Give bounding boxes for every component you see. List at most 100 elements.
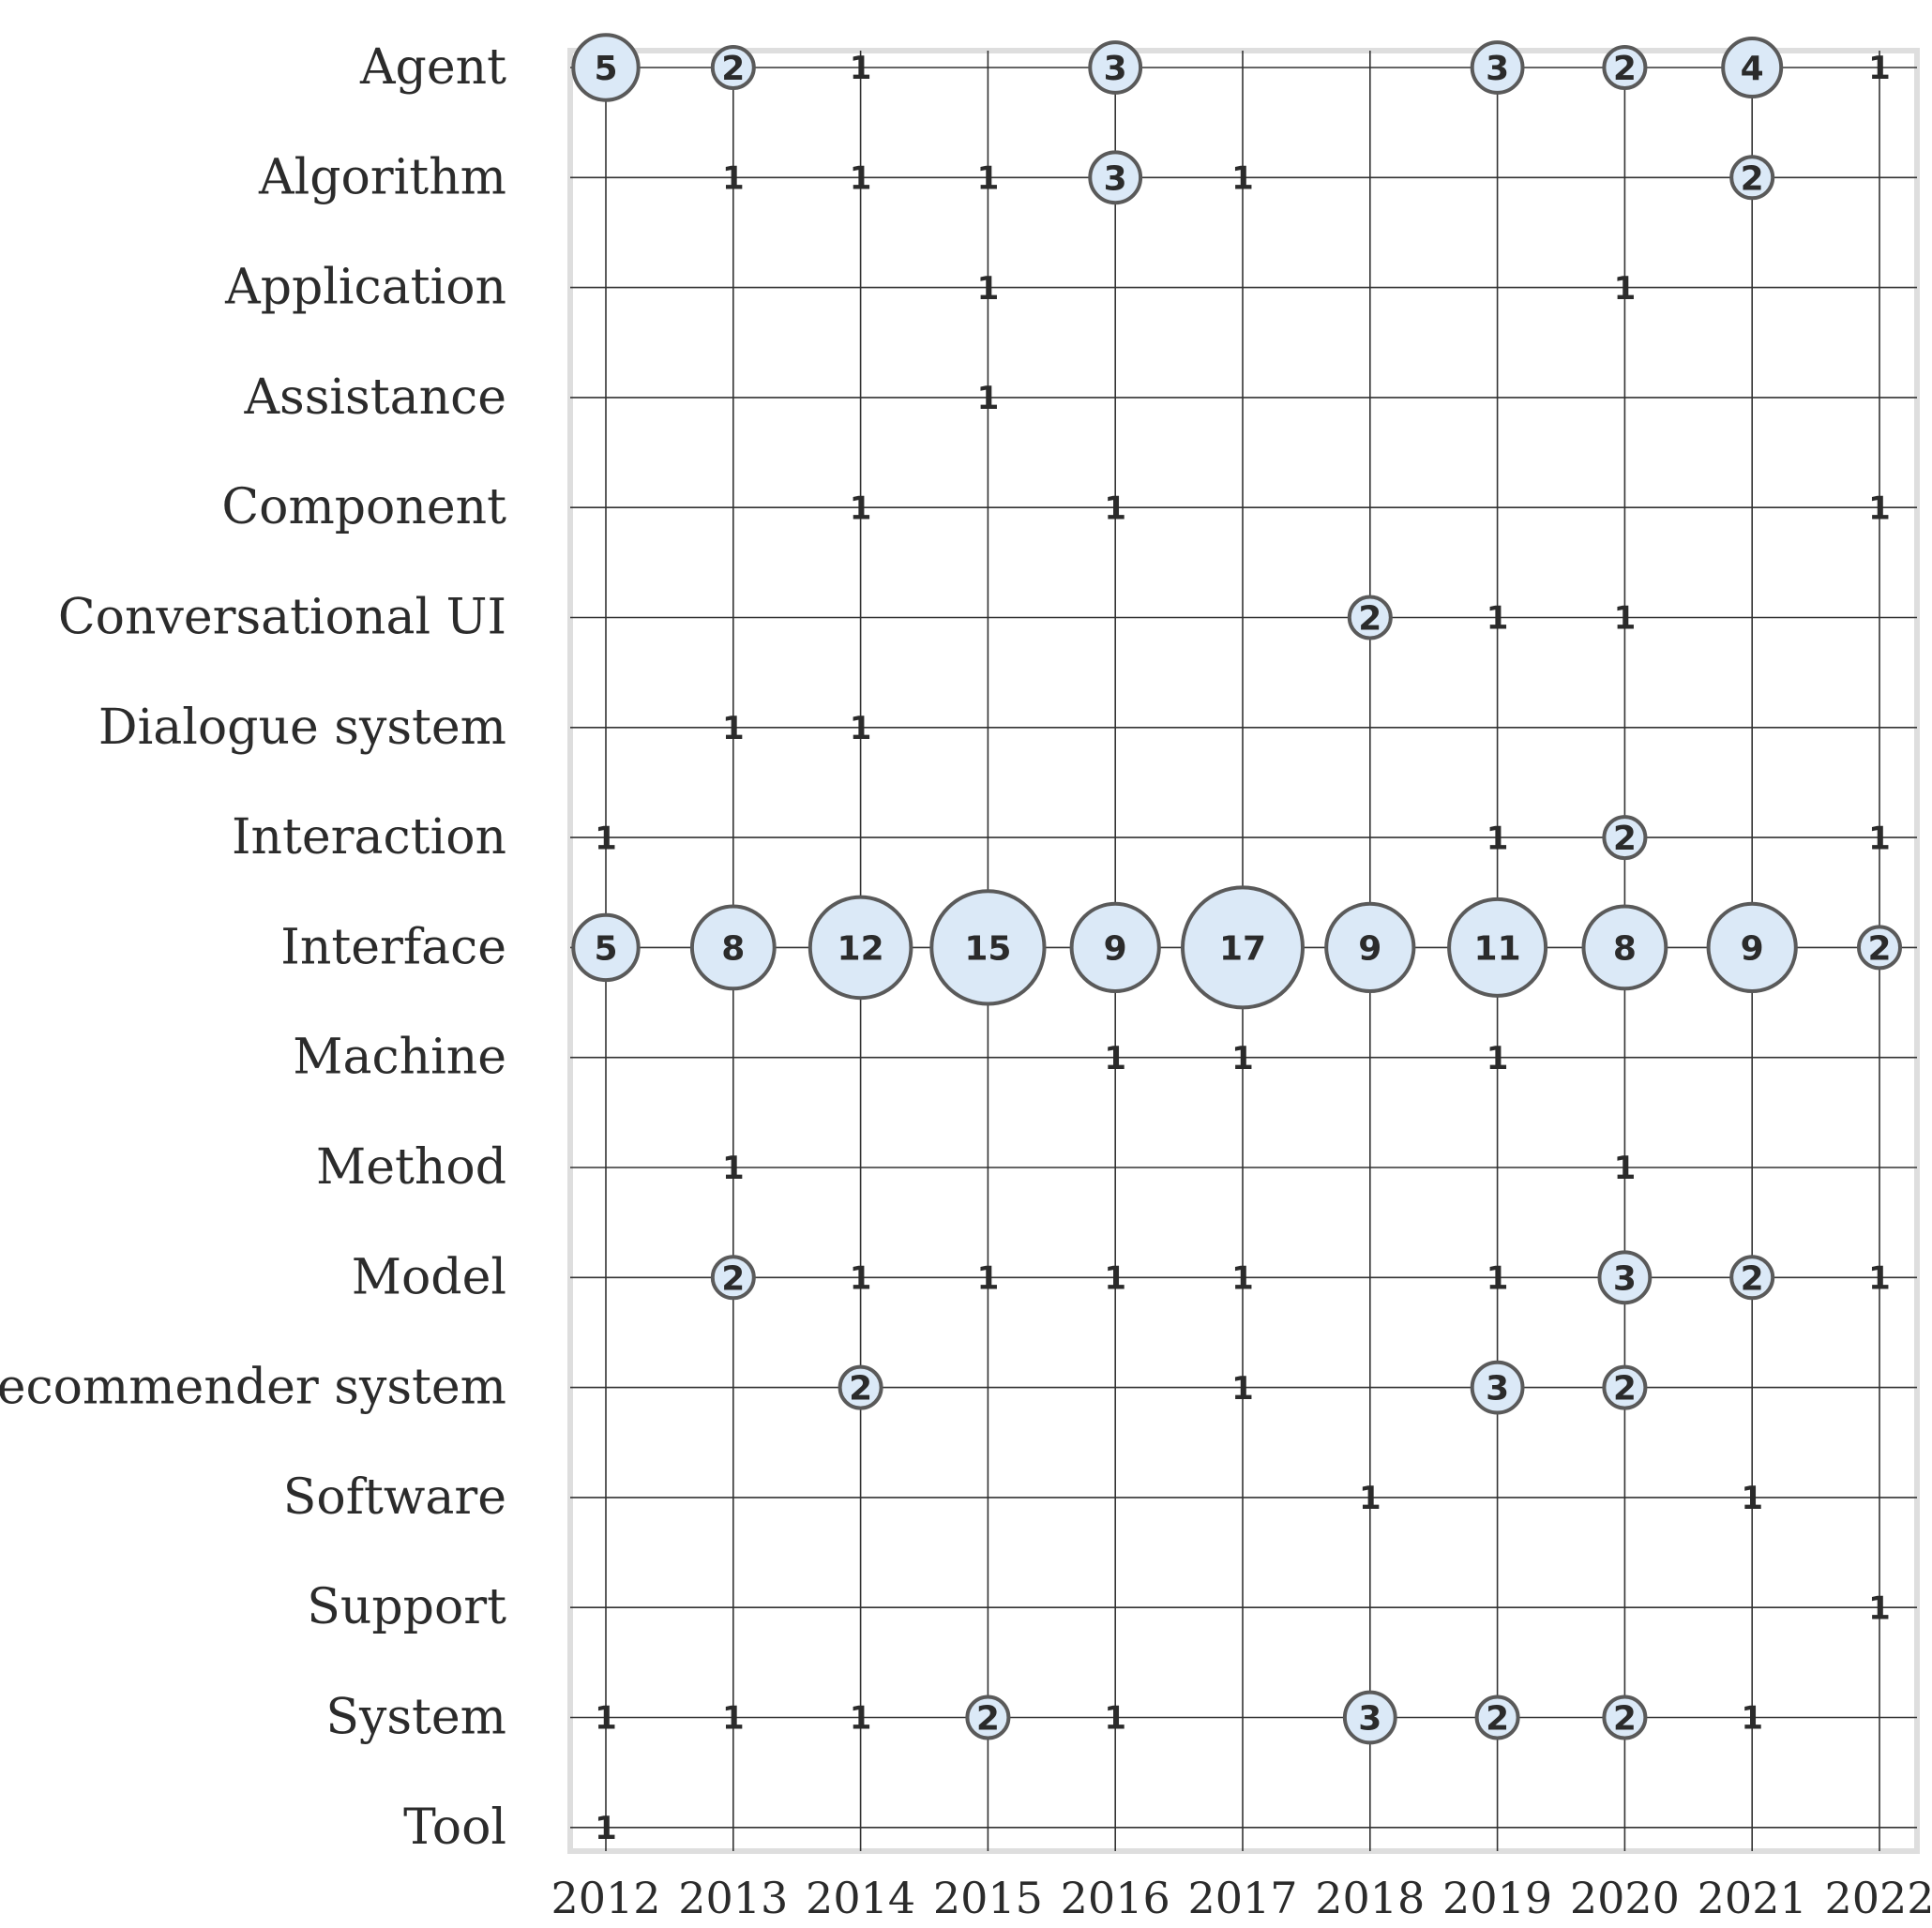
- value-label-system-2021: 1: [1741, 1700, 1763, 1738]
- value-label-model-2022: 1: [1868, 1260, 1891, 1298]
- value-label-agent-2016: 3: [1104, 50, 1127, 88]
- value-label-dialogue-system-2014: 1: [850, 710, 872, 747]
- value-label-algorithm-2014: 1: [850, 160, 872, 198]
- bubble-system-2018: [1342, 1690, 1397, 1745]
- bubble-model-2013: [710, 1255, 756, 1301]
- bubble-agent-2020: [1602, 45, 1648, 90]
- x-tick-labels: 2012 2013 2014 2015 2016 2017 2018 2019 2020 2021…: [551, 1873, 1932, 1923]
- bubble-system-2015: [965, 1695, 1011, 1740]
- row-label-dialogue-system: Dialogue system: [98, 700, 506, 756]
- bubble-system-2019: [1474, 1695, 1520, 1740]
- value-label-algorithm-2021: 2: [1741, 159, 1764, 198]
- value-label-algorithm-2017: 1: [1231, 160, 1254, 198]
- value-label-method-2013: 1: [722, 1150, 745, 1187]
- bubble-interface-2018: [1324, 901, 1416, 994]
- x-tick-label-2021: 2021: [1698, 1873, 1807, 1923]
- value-label-machine-2016: 1: [1104, 1040, 1126, 1077]
- value-label-software-2018: 1: [1359, 1480, 1381, 1517]
- bubble-interface-2019: [1447, 896, 1548, 998]
- value-label-assistance-2015: 1: [977, 380, 1000, 417]
- value-label-component-2014: 1: [850, 490, 872, 527]
- plot-frame: [567, 48, 1920, 1854]
- value-label-model-2021: 2: [1741, 1259, 1764, 1298]
- value-label-model-2017: 1: [1231, 1260, 1254, 1298]
- value-labels: 5 2 1 3 3 2 4 11 1 1 3 1 21 111 1 12 1 11 11 1 2 15 8 12 15 9 17 9 1…: [594, 50, 1891, 1847]
- row-label-interaction: Interaction: [232, 809, 506, 866]
- row-label-model: Model: [352, 1249, 506, 1305]
- value-label-system-2012: 1: [595, 1700, 617, 1738]
- x-tick-label-2013: 2013: [678, 1873, 788, 1923]
- value-label-machine-2019: 1: [1487, 1040, 1509, 1077]
- bubble-system-2020: [1602, 1695, 1648, 1740]
- bubble-model-2020: [1597, 1250, 1653, 1305]
- bubble-model-2021: [1729, 1255, 1775, 1301]
- row-label-application: Application: [224, 260, 506, 316]
- x-tick-label-2022: 2022: [1824, 1873, 1932, 1923]
- value-label-recommender-system-2019: 3: [1486, 1370, 1509, 1408]
- value-label-model-2016: 1: [1104, 1260, 1126, 1298]
- bubble-interface-2016: [1069, 901, 1161, 994]
- x-tick-label-2020: 2020: [1570, 1873, 1680, 1923]
- value-label-machine-2017: 1: [1231, 1040, 1254, 1077]
- value-label-support-2022: 1: [1868, 1589, 1891, 1627]
- bubble-conversational-ui-2018: [1347, 595, 1393, 640]
- bubble-recommender-system-2014: [838, 1364, 883, 1410]
- value-label-interface-2022: 2: [1867, 929, 1891, 968]
- value-label-interface-2020: 8: [1613, 929, 1637, 968]
- bubble-interface-2014: [808, 895, 913, 1001]
- bubble-agent-2019: [1470, 40, 1525, 95]
- bubble-algorithm-2016: [1088, 150, 1143, 205]
- x-tick-label-2018: 2018: [1315, 1873, 1425, 1923]
- value-label-interface-2019: 11: [1474, 929, 1521, 968]
- value-label-system-2018: 3: [1358, 1699, 1381, 1738]
- row-label-recommender-system: Recommender system: [0, 1360, 506, 1416]
- value-label-model-2015: 1: [977, 1260, 1000, 1298]
- value-label-interface-2015: 15: [964, 929, 1011, 968]
- value-label-agent-2021: 4: [1741, 50, 1764, 88]
- x-tick-label-2016: 2016: [1061, 1873, 1170, 1923]
- value-label-method-2020: 1: [1614, 1150, 1637, 1187]
- value-label-system-2015: 2: [976, 1699, 1000, 1738]
- bubble-interface-2021: [1706, 901, 1798, 994]
- bubble-agent-2021: [1721, 37, 1784, 98]
- value-label-recommender-system-2014: 2: [849, 1370, 872, 1408]
- value-label-model-2013: 2: [721, 1259, 745, 1298]
- value-label-conversational-ui-2019: 1: [1487, 600, 1509, 638]
- value-label-agent-2022: 1: [1868, 50, 1891, 87]
- value-label-agent-2012: 5: [594, 50, 617, 88]
- bubble-interface-2017: [1181, 885, 1305, 1010]
- row-label-software: Software: [283, 1469, 506, 1526]
- row-label-method: Method: [316, 1139, 506, 1196]
- value-label-agent-2019: 3: [1486, 50, 1509, 88]
- grid: [567, 48, 1920, 1854]
- bubble-interface-2012: [571, 912, 641, 983]
- bubble-agent-2013: [710, 45, 756, 90]
- bubble-interface-2020: [1581, 904, 1668, 991]
- value-label-algorithm-2015: 1: [977, 160, 1000, 198]
- value-label-dialogue-system-2013: 1: [722, 710, 745, 747]
- row-label-assistance: Assistance: [243, 369, 506, 426]
- value-label-system-2019: 2: [1486, 1699, 1509, 1738]
- value-label-interface-2014: 12: [838, 929, 884, 968]
- x-tick-label-2019: 2019: [1442, 1873, 1552, 1923]
- value-label-interface-2012: 5: [594, 929, 617, 968]
- value-label-agent-2013: 2: [721, 50, 745, 88]
- bubble-interface-2015: [929, 889, 1047, 1006]
- value-label-interaction-2022: 1: [1868, 820, 1891, 857]
- row-label-conversational-ui: Conversational UI: [58, 590, 506, 646]
- value-label-conversational-ui-2018: 2: [1358, 599, 1381, 638]
- bubble-interface-2013: [689, 904, 777, 991]
- x-tick-label-2014: 2014: [806, 1873, 915, 1923]
- value-label-application-2015: 1: [977, 270, 1000, 308]
- x-tick-label-2017: 2017: [1187, 1873, 1297, 1923]
- value-label-model-2014: 1: [850, 1260, 872, 1298]
- row-label-agent: Agent: [359, 39, 506, 96]
- value-label-conversational-ui-2020: 1: [1614, 600, 1637, 638]
- value-label-agent-2014: 1: [850, 50, 872, 87]
- x-tick-label-2015: 2015: [933, 1873, 1043, 1923]
- value-label-application-2020: 1: [1614, 270, 1637, 308]
- bubble-agent-2016: [1088, 40, 1143, 95]
- value-label-algorithm-2013: 1: [722, 160, 745, 198]
- bubble-recommender-system-2020: [1602, 1364, 1648, 1410]
